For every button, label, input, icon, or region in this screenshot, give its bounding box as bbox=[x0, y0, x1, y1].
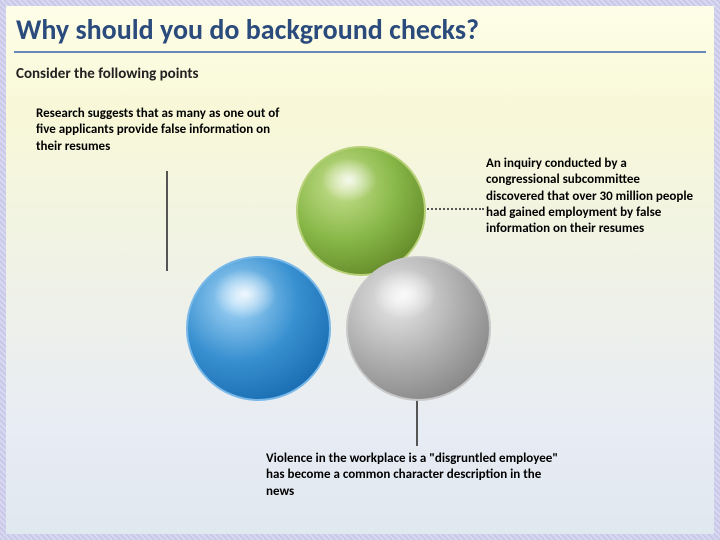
callout-inquiry: An inquiry conducted by a congressional … bbox=[486, 156, 696, 237]
subtitle: Consider the following points bbox=[6, 53, 714, 83]
sphere-blue bbox=[186, 256, 331, 401]
callout-violence: Violence in the workplace is a "disgrunt… bbox=[266, 451, 566, 500]
slide-body: Why should you do background checks? Con… bbox=[6, 6, 714, 534]
connector-line bbox=[166, 171, 168, 271]
connector-dotted bbox=[416, 208, 484, 210]
slide-border: Why should you do background checks? Con… bbox=[0, 0, 720, 540]
sphere-gray bbox=[346, 256, 491, 401]
callout-research: Research suggests that as many as one ou… bbox=[36, 106, 286, 155]
page-title: Why should you do background checks? bbox=[6, 6, 714, 51]
